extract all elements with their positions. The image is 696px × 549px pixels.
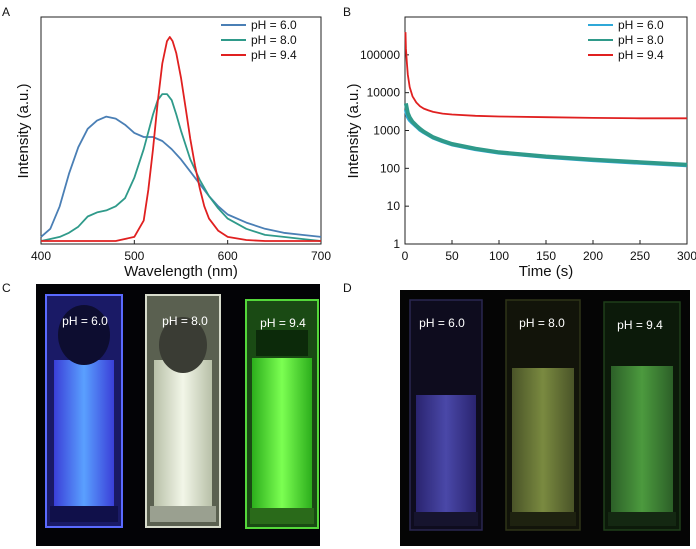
legend-label-b-2: pH = 9.4: [618, 48, 664, 62]
photo-label-ph80-d: pH = 8.0: [519, 316, 565, 330]
series-line-b-1: [403, 103, 688, 167]
legend-b: pH = 6.0pH = 8.0pH = 9.4: [588, 18, 664, 62]
x-tick-label-a: 700: [311, 249, 331, 263]
x-tick-label-b: 300: [677, 249, 696, 263]
cuvette-liquid: [54, 360, 114, 508]
cuvette-meniscus: [256, 330, 308, 356]
y-tick-label-b: 1: [393, 237, 400, 251]
cuvette-liquid: [611, 366, 673, 512]
plot-frame-a: [40, 16, 322, 245]
cuvette-base: [250, 508, 314, 524]
cuvette-liquid: [416, 395, 476, 513]
cuvette-ph94-c: [245, 299, 319, 529]
cuvette-base: [150, 506, 216, 522]
series-group-a: [40, 36, 322, 242]
series-group-b: [403, 32, 688, 168]
x-tick-label-b: 100: [489, 249, 509, 263]
cuvette-ph80-c: [145, 294, 221, 528]
y-tick-label-b: 10: [387, 199, 401, 213]
legend-label-b-0: pH = 6.0: [618, 18, 664, 32]
series-line-a-1: [40, 93, 322, 242]
photo-label-ph94-c: pH = 9.4: [260, 316, 306, 330]
panel-label-c: C: [2, 281, 11, 295]
series-line-b-2: [404, 32, 687, 120]
legend-label-a-0: pH = 6.0: [251, 18, 297, 32]
y-tick-label-b: 1000: [373, 124, 400, 138]
photo-d: pH = 6.0 pH = 8.0 pH = 9.4: [400, 290, 690, 546]
series-line-a-2: [41, 36, 321, 242]
legend-a: pH = 6.0pH = 8.0pH = 9.4: [221, 18, 297, 62]
cuvette-liquid: [154, 360, 212, 508]
axes-b: 0 50 100 150 200 250 300 1 10 100 1000 10000 100000: [360, 48, 696, 263]
y-axis-label-b: Intensity (a.u.): [345, 83, 362, 178]
y-tick-label-b: 100000: [360, 48, 400, 62]
x-tick-label-a: 400: [31, 249, 51, 263]
x-axis-label-b: Time (s): [519, 263, 573, 280]
cuvette-base: [50, 506, 118, 522]
cuvette-liquid: [252, 358, 312, 510]
legend-label-b-1: pH = 8.0: [618, 33, 664, 47]
x-tick-label-b: 150: [536, 249, 556, 263]
y-tick-label-b: 10000: [367, 86, 401, 100]
cuvette-meniscus: [58, 305, 110, 365]
cuvette-meniscus: [159, 317, 207, 373]
legend-label-a-2: pH = 9.4: [251, 48, 297, 62]
x-axis-label-a: Wavelength (nm): [124, 263, 238, 280]
panel-label-b: B: [343, 5, 351, 19]
cuvette-base: [414, 512, 478, 526]
cuvette-base: [510, 512, 576, 526]
panel-label-d: D: [343, 281, 352, 295]
photo-label-ph60-c: pH = 6.0: [62, 314, 108, 328]
x-tick-label-b: 0: [402, 249, 409, 263]
x-tick-label-a: 600: [218, 249, 238, 263]
panel-label-a: A: [2, 5, 10, 19]
x-tick-label-a: 500: [124, 249, 144, 263]
cuvette-ph80-d: [505, 299, 581, 531]
cuvette-liquid: [512, 368, 574, 512]
y-axis-label-a: Intensity (a.u.): [15, 83, 32, 178]
photo-label-ph80-c: pH = 8.0: [162, 314, 208, 328]
cuvette-ph60-d: [409, 299, 483, 531]
x-axis-a: 400 500 600 700: [31, 240, 331, 263]
photo-label-ph94-d: pH = 9.4: [617, 318, 663, 332]
x-tick-label-b: 50: [445, 249, 459, 263]
legend-label-a-1: pH = 8.0: [251, 33, 297, 47]
y-tick-label-b: 100: [380, 161, 400, 175]
cuvette-ph60-c: [45, 294, 123, 528]
series-line-a-0: [40, 115, 322, 238]
x-tick-label-b: 200: [583, 249, 603, 263]
photo-label-ph60-d: pH = 6.0: [419, 316, 465, 330]
x-tick-label-b: 250: [630, 249, 650, 263]
cuvette-ph94-d: [603, 301, 681, 531]
photo-c: pH = 6.0 pH = 8.0 pH = 9.4: [36, 284, 320, 546]
cuvette-base: [608, 512, 676, 526]
